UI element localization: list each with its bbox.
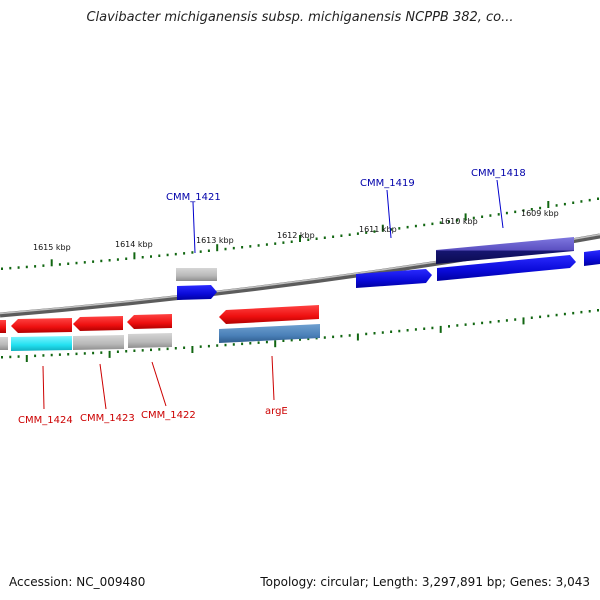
forward-strand-features: [176, 237, 600, 300]
leader-cmm-1421: [192, 201, 196, 254]
leader-cmm-1418: [496, 179, 504, 229]
gene-arrow-cmm-1418[interactable]: [437, 255, 576, 281]
cds-bar-cmm-1422[interactable]: [128, 333, 172, 348]
gene-arrow-edge-left[interactable]: [0, 320, 6, 333]
gene-label[interactable]: CMM_1424: [18, 415, 73, 426]
gene-arrow-cmm-1421[interactable]: [177, 285, 217, 300]
gene-arrow-arge[interactable]: [219, 305, 319, 324]
tick-label: 1610 kbp: [440, 217, 478, 226]
accession-label: Accession: NC_009480: [9, 575, 146, 589]
gene-label[interactable]: CMM_1423: [80, 413, 135, 424]
tick-labels: 1615 kbp 1614 kbp 1613 kbp 1612 kbp 1611…: [33, 209, 559, 252]
gene-arrow-cmm-1423[interactable]: [73, 316, 123, 331]
genome-summary: Topology: circular; Length: 3,297,891 bp…: [260, 575, 590, 589]
map-title: Clavibacter michiganensis subsp. michiga…: [86, 10, 514, 25]
gene-arrow-cmm-1422[interactable]: [127, 314, 172, 329]
outer-tick-row: [1, 197, 599, 270]
tick-label: 1613 kbp: [196, 236, 234, 245]
cds-bar-arge[interactable]: [219, 324, 320, 343]
inner-tick-row: [1, 309, 599, 362]
label-leaders: [42, 179, 504, 410]
cds-bar-cmm-1424[interactable]: [11, 336, 72, 351]
leader-cmm-1424: [42, 365, 45, 410]
leader-arge: [271, 355, 275, 401]
gene-label[interactable]: argE: [265, 406, 288, 417]
gene-labels: CMM_1421 CMM_1419 CMM_1418 CMM_1424 CMM_…: [18, 168, 526, 426]
tick-label: 1612 kbp: [277, 231, 315, 240]
leader-cmm-1423: [99, 363, 107, 410]
gene-arrow-edge[interactable]: [584, 250, 600, 266]
reverse-strand-features: [0, 305, 320, 351]
cds-bar-cmm-1418[interactable]: [436, 237, 574, 264]
pseudo-gene-bar[interactable]: [176, 268, 217, 281]
gene-label[interactable]: CMM_1419: [360, 178, 415, 189]
tick-label: 1614 kbp: [115, 240, 153, 249]
tick-label: 1609 kbp: [521, 209, 559, 218]
leader-cmm-1422: [151, 361, 167, 407]
gene-arrow-cmm-1424[interactable]: [11, 318, 72, 333]
pseudo-gene-bar-left[interactable]: [0, 337, 8, 350]
gene-label[interactable]: CMM_1421: [166, 192, 221, 203]
gene-label[interactable]: CMM_1422: [141, 410, 196, 421]
gene-label[interactable]: CMM_1418: [471, 168, 526, 179]
tick-label: 1611 kbp: [359, 225, 397, 234]
leader-cmm-1419: [386, 189, 392, 239]
tick-label: 1615 kbp: [33, 243, 71, 252]
cds-bar-cmm-1423[interactable]: [73, 335, 124, 350]
gene-arrow-cmm-1419[interactable]: [356, 269, 432, 288]
